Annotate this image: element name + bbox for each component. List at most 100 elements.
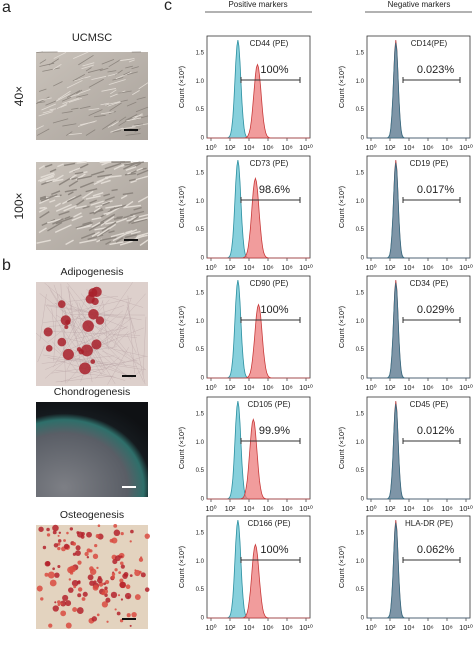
y-tick-label: 0 — [361, 256, 365, 262]
x-tick-label: 10² — [225, 504, 236, 513]
y-tick-label: 0 — [201, 616, 205, 622]
nodule — [77, 531, 83, 537]
nodule — [122, 573, 128, 579]
nodule — [135, 594, 141, 600]
marker-name: CD166 (PE) — [247, 519, 290, 528]
histogram — [207, 305, 310, 378]
x-tick-label: 10¹⁰ — [459, 143, 473, 152]
nodule — [131, 612, 136, 617]
nodule — [52, 525, 59, 532]
x-tick-label: 10⁸ — [441, 504, 453, 513]
nodule — [134, 569, 136, 571]
nodule — [69, 566, 76, 573]
nodule — [48, 572, 55, 579]
histogram — [367, 404, 470, 499]
lipid — [82, 320, 94, 332]
x-tick-label: 10⁸ — [281, 504, 293, 513]
x-tick-label: 10¹⁰ — [299, 263, 313, 272]
nodule — [130, 530, 134, 534]
nodule — [86, 532, 92, 538]
nodule — [78, 587, 82, 591]
nodule — [83, 592, 88, 597]
nodule — [50, 580, 57, 587]
nodule — [118, 571, 121, 574]
x-tick-label: 10¹⁰ — [299, 623, 313, 632]
x-tick-label: 10² — [385, 263, 396, 272]
nodule — [112, 559, 117, 564]
x-tick-label: 10⁸ — [281, 383, 293, 392]
y-tick-label: 1.0 — [356, 199, 365, 205]
y-axis-label: Count (×10³) — [337, 426, 346, 469]
lipid — [57, 338, 66, 347]
x-tick-label: 10² — [225, 143, 236, 152]
gate-percent: 99.9% — [259, 425, 290, 437]
y-tick-label: 0.5 — [356, 227, 365, 233]
y-tick-label: 1.5 — [356, 531, 365, 537]
x-tick-label: 10⁴ — [243, 263, 255, 272]
marker-name: CD105 (PE) — [247, 400, 290, 409]
nodule — [126, 584, 131, 589]
x-tick-label: 10⁴ — [243, 623, 255, 632]
y-tick-label: 0 — [201, 497, 205, 503]
nodule — [120, 555, 122, 557]
histogram — [367, 40, 470, 138]
nodule — [45, 561, 50, 566]
marker-name: CD34 (PE) — [410, 279, 449, 288]
gate-percent: 0.017% — [417, 184, 455, 196]
x-tick-label: 10⁸ — [441, 263, 453, 272]
nodule — [58, 535, 60, 537]
nodule — [115, 608, 117, 610]
nodule — [111, 575, 115, 579]
y-tick-label: 0 — [201, 376, 205, 382]
nodule — [58, 539, 61, 542]
panel-title: UCMSC — [72, 32, 112, 44]
x-tick-label: 10⁰ — [365, 504, 376, 513]
nodule — [66, 623, 72, 629]
image-title: Chondrogenesis — [54, 386, 130, 398]
gate-percent: 98.6% — [259, 184, 290, 196]
lipid — [63, 349, 74, 360]
histogram — [367, 160, 470, 258]
lipid — [90, 359, 95, 364]
x-tick-label: 10² — [225, 383, 236, 392]
x-tick-label: 10⁰ — [205, 504, 216, 513]
x-tick-label: 10⁶ — [262, 383, 273, 392]
nodule — [96, 567, 98, 569]
x-tick-label: 10⁶ — [422, 143, 433, 152]
nodule — [130, 540, 132, 542]
image-label: 40× — [12, 86, 26, 106]
x-tick-label: 10⁴ — [243, 143, 255, 152]
y-tick-label: 1.0 — [356, 440, 365, 446]
x-tick-label: 10² — [385, 383, 396, 392]
x-tick-label: 10² — [225, 263, 236, 272]
nodule — [106, 621, 108, 623]
nodule — [120, 582, 126, 588]
x-tick-label: 10¹⁰ — [299, 504, 313, 513]
x-tick-label: 10⁶ — [422, 263, 433, 272]
lipid — [96, 316, 104, 324]
nodule — [93, 554, 98, 559]
x-tick-label: 10⁶ — [422, 383, 433, 392]
histogram — [367, 163, 470, 258]
y-tick-label: 1.0 — [356, 319, 365, 325]
image-label: 100× — [12, 192, 26, 219]
x-tick-label: 10⁴ — [403, 623, 415, 632]
y-tick-label: 0.5 — [356, 587, 365, 593]
nodule — [113, 524, 117, 528]
nodule — [114, 568, 117, 571]
nodule — [48, 623, 52, 627]
x-tick-label: 10⁶ — [422, 504, 433, 513]
nodule — [98, 524, 101, 527]
x-tick-label: 10⁸ — [441, 143, 453, 152]
lipid — [79, 362, 91, 374]
marker-name: CD90 (PE) — [250, 279, 289, 288]
y-tick-label: 1.0 — [196, 559, 205, 565]
marker-name: CD14(PE) — [411, 39, 448, 48]
nodule — [105, 598, 110, 603]
x-tick-label: 10⁴ — [243, 383, 255, 392]
nodule — [65, 600, 71, 606]
lipid — [46, 345, 53, 352]
nodule — [40, 597, 43, 600]
micrograph — [36, 162, 148, 250]
